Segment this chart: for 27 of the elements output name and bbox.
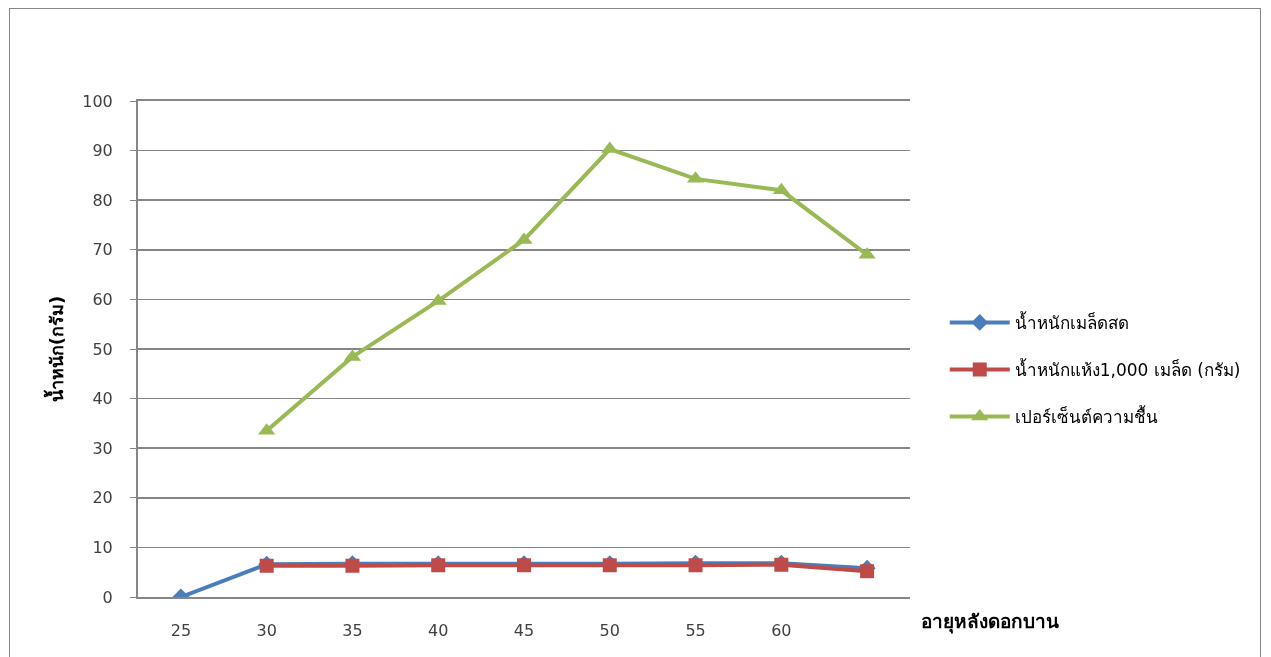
y-tick-label: 40 [92,389,113,409]
point [860,564,875,579]
y-tick-label: 30 [92,438,113,458]
legend-label: น้ำหนักแห้ง1,000 เมล็ด (กรัม) [1014,358,1241,381]
x-tick-label: 50 [599,621,620,641]
point [688,558,703,573]
y-tick-label: 10 [92,538,113,557]
x-tick-label: 25 [170,621,192,641]
y-tick-label: 0 [102,587,113,607]
x-tick-label: 55 [685,621,706,641]
x-axis-title: อายุหลังดอกบาน [921,610,1059,634]
y-tick-label: 100 [82,91,113,111]
y-tick-label: 50 [92,339,113,359]
y-tick-label: 80 [92,190,113,210]
x-tick-label: 35 [342,621,363,641]
x-tick-label: 40 [428,621,449,641]
y-tick-label: 60 [92,290,113,309]
point [772,182,790,195]
x-tick-label: 30 [256,621,277,641]
legend-label: เปอร์เซ็นต์ความชื้น [1014,405,1158,428]
legend-label: น้ำหนักเมล็ดสด [1014,311,1129,334]
x-tick-label: 60 [771,621,792,641]
y-tick-label: 20 [92,488,113,508]
y-axis-title: น้ำหนัก(กรัม) [42,295,67,403]
y-tick-label: 90 [92,141,113,161]
x-tick-label: 45 [513,621,535,641]
y-tick-label: 70 [92,240,113,260]
